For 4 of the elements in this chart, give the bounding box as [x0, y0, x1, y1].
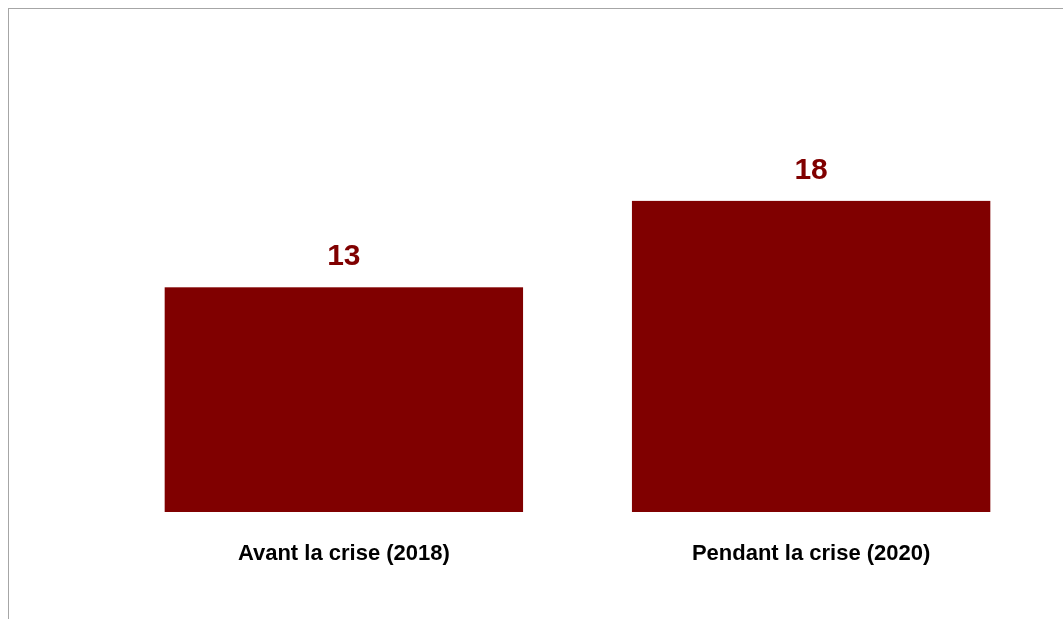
data-label: 13	[327, 238, 361, 272]
x-tick-label: Pendant la crise (2020)	[691, 540, 931, 565]
x-tick-label: Avant la crise (2018)	[237, 540, 450, 565]
data-label: 18	[794, 151, 828, 185]
